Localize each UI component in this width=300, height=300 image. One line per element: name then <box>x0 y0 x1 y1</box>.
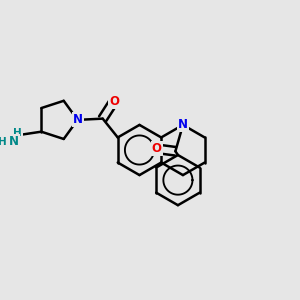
Text: N: N <box>9 135 19 148</box>
Text: H: H <box>13 128 22 138</box>
Text: N: N <box>73 113 82 126</box>
Text: O: O <box>109 94 119 108</box>
Text: N: N <box>178 118 188 131</box>
Text: O: O <box>152 142 162 155</box>
Text: H: H <box>0 137 7 147</box>
